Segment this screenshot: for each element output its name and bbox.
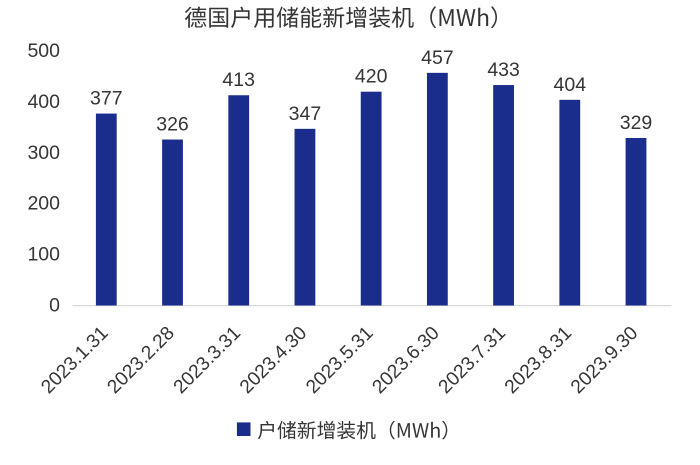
svg-text:400: 400: [27, 91, 60, 113]
svg-text:433: 433: [487, 59, 520, 81]
svg-text:404: 404: [554, 74, 587, 96]
svg-text:500: 500: [27, 40, 60, 62]
svg-text:326: 326: [156, 114, 189, 136]
svg-text:0: 0: [49, 295, 60, 317]
svg-text:457: 457: [421, 47, 454, 69]
svg-text:200: 200: [27, 193, 60, 215]
svg-text:329: 329: [620, 112, 653, 134]
svg-text:413: 413: [222, 69, 255, 91]
svg-text:300: 300: [27, 142, 60, 164]
svg-text:420: 420: [355, 66, 388, 88]
svg-text:377: 377: [90, 88, 123, 110]
svg-text:100: 100: [27, 244, 60, 266]
svg-text:347: 347: [289, 103, 322, 125]
